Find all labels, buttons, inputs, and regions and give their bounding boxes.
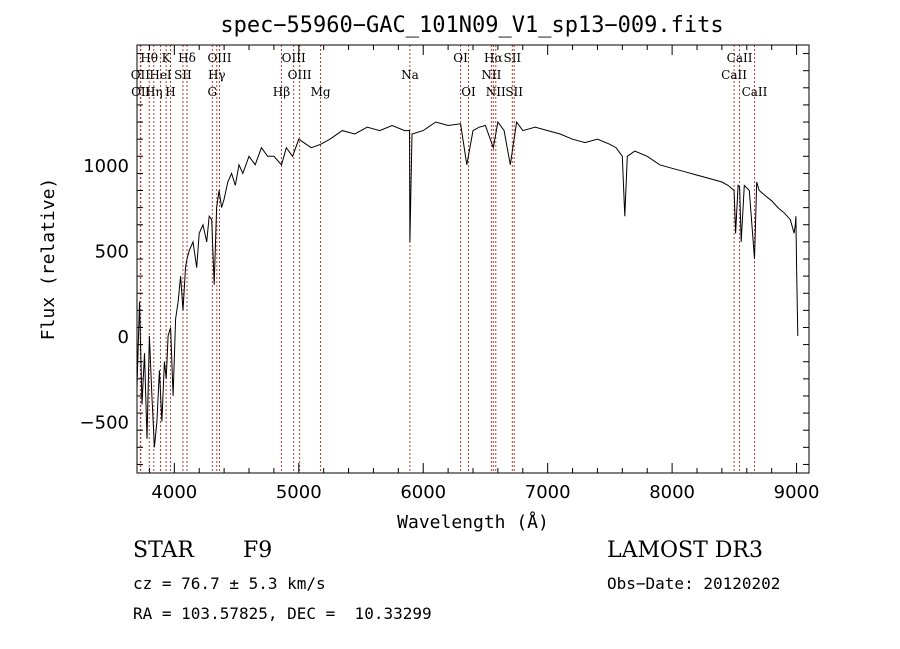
x-tick-label: 7000 bbox=[525, 482, 571, 503]
line-label: OIII bbox=[207, 51, 231, 65]
line-label: SII bbox=[174, 68, 192, 82]
line-label: NII bbox=[481, 68, 501, 82]
line-label: H bbox=[165, 85, 175, 99]
line-label: G bbox=[207, 85, 217, 99]
line-label: Hδ bbox=[178, 51, 196, 65]
line-label: SII bbox=[503, 51, 521, 65]
plot-frame bbox=[136, 44, 810, 474]
line-label: SII bbox=[505, 85, 523, 99]
y-tick-label: −500 bbox=[80, 413, 129, 434]
y-tick-label: 500 bbox=[95, 241, 129, 262]
line-label: OI bbox=[453, 51, 468, 65]
line-label: CaII bbox=[742, 85, 768, 99]
object-class: STAR bbox=[133, 538, 194, 563]
spectral-line-markers bbox=[139, 45, 755, 473]
x-axis-ticks: 4000 5000 6000 7000 8000 9000 bbox=[148, 45, 820, 503]
line-label: OII bbox=[131, 85, 151, 99]
line-label: OIII bbox=[282, 51, 306, 65]
line-label: OI bbox=[461, 85, 476, 99]
x-tick-label: 5000 bbox=[276, 482, 322, 503]
x-tick-label: 4000 bbox=[151, 482, 197, 503]
y-tick-label: 0 bbox=[118, 327, 129, 348]
line-label: Na bbox=[401, 68, 419, 82]
line-label: NII bbox=[486, 85, 506, 99]
subclass: F9 bbox=[243, 538, 273, 563]
redshift-text: cz = 76.7 ± 5.3 km/s bbox=[133, 574, 326, 593]
y-tick-label: 1000 bbox=[83, 156, 129, 177]
x-axis-label: Wavelength (Å) bbox=[397, 511, 549, 533]
line-label: Hβ bbox=[273, 85, 290, 99]
line-label: Hα bbox=[484, 51, 503, 65]
x-tick-label: 8000 bbox=[649, 482, 695, 503]
y-axis-label: Flux (relative) bbox=[38, 178, 59, 341]
line-label: Hη bbox=[145, 85, 163, 99]
y-axis-ticks: −500 0 500 1000 bbox=[80, 53, 809, 465]
line-label: CaII bbox=[727, 51, 753, 65]
line-label: Hγ bbox=[208, 68, 226, 82]
line-label: K bbox=[162, 51, 172, 65]
x-tick-label: 6000 bbox=[400, 482, 446, 503]
line-label: OIII bbox=[288, 68, 312, 82]
line-label: CaII bbox=[721, 68, 747, 82]
line-label: Hθ bbox=[140, 51, 158, 65]
x-tick-label: 9000 bbox=[774, 482, 820, 503]
line-label: HeI bbox=[149, 68, 172, 82]
coordinates-text: RA = 103.57825, DEC = 10.33299 bbox=[133, 604, 432, 623]
line-label: OII bbox=[131, 68, 151, 82]
line-label: Mg bbox=[311, 85, 331, 99]
spectrum-line bbox=[136, 120, 799, 448]
chart-title: spec−55960−GAC_101N09_V1_sp13−009.fits bbox=[220, 13, 723, 38]
obs-date-text: Obs−Date: 20120202 bbox=[607, 574, 781, 593]
survey-name: LAMOST DR3 bbox=[607, 538, 763, 563]
